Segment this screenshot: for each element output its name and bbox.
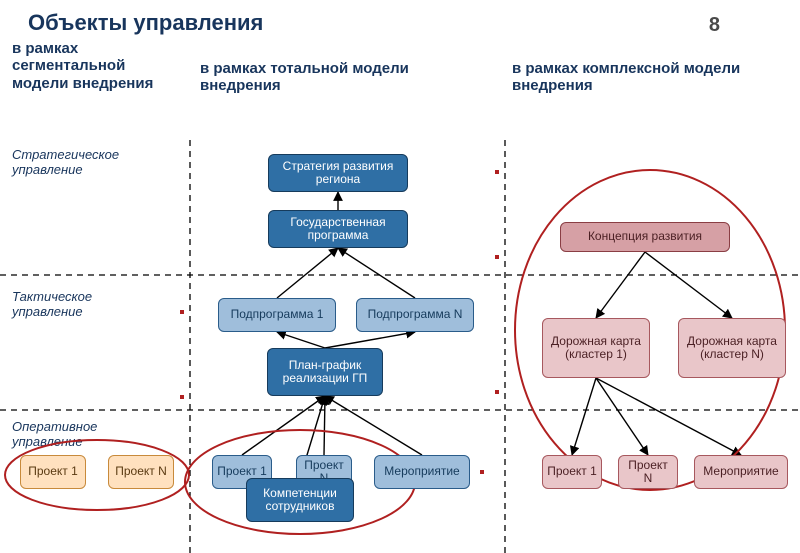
node-road1: Дорожная карта (кластер 1) xyxy=(542,318,650,378)
node-projN_c1: Проект N xyxy=(108,455,174,489)
node-concept: Концепция развития xyxy=(560,222,730,252)
row-label-2: Тактическое управление xyxy=(12,290,107,320)
node-subprog1: Подпрограмма 1 xyxy=(218,298,336,332)
node-proj1_c3: Проект 1 xyxy=(542,455,602,489)
node-subprogN: Подпрограмма N xyxy=(356,298,474,332)
node-roadN: Дорожная карта (кластер N) xyxy=(678,318,786,378)
node-mer_c2: Мероприятие xyxy=(374,455,470,489)
col-header-2: в рамках тотальной модели внедрения xyxy=(200,60,430,95)
node-projN_c3: Проект N xyxy=(618,455,678,489)
row-label-1: Стратегическое управление xyxy=(12,148,130,178)
row-label-3: Оперативное управление xyxy=(12,420,107,450)
col-header-1: в рамках сегментальной модели внедрения xyxy=(12,40,172,92)
node-gos_prog: Государственная программа xyxy=(268,210,408,248)
node-proj1_c1: Проект 1 xyxy=(20,455,86,489)
slide-title: Объекты управления xyxy=(28,10,263,36)
node-komp: Компетенции сотрудников xyxy=(246,478,354,522)
col-header-3: в рамках комплексной модели внедрения xyxy=(512,60,772,95)
node-mer_c3: Мероприятие xyxy=(694,455,788,489)
node-plan: План-график реализации ГП xyxy=(267,348,383,396)
slide-number: 8 xyxy=(709,14,720,37)
node-strat_region: Стратегия развития региона xyxy=(268,154,408,192)
